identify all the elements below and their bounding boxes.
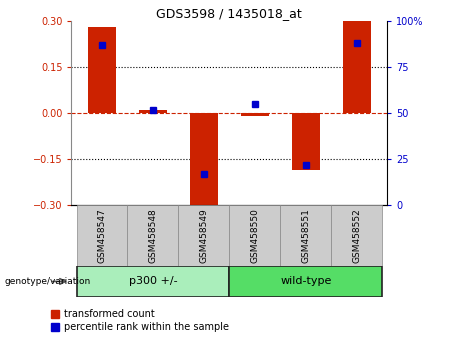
Bar	[331, 205, 382, 266]
Text: p300 +/-: p300 +/-	[129, 276, 177, 286]
Bar	[343, 21, 371, 113]
Bar	[128, 205, 178, 266]
Text: GSM458550: GSM458550	[250, 208, 260, 263]
Bar	[88, 27, 116, 113]
Title: GDS3598 / 1435018_at: GDS3598 / 1435018_at	[156, 7, 302, 20]
Text: GSM458548: GSM458548	[148, 208, 158, 263]
Bar	[241, 113, 269, 116]
Bar	[139, 110, 167, 113]
Text: GSM458551: GSM458551	[301, 208, 310, 263]
Bar	[77, 266, 229, 297]
Bar	[229, 266, 382, 297]
Text: GSM458549: GSM458549	[199, 208, 208, 263]
Bar	[190, 113, 218, 205]
Text: wild-type: wild-type	[280, 276, 331, 286]
Text: GSM458547: GSM458547	[98, 208, 106, 263]
Legend: transformed count, percentile rank within the sample: transformed count, percentile rank withi…	[51, 309, 229, 332]
Bar	[178, 205, 229, 266]
Bar	[229, 205, 280, 266]
Bar	[77, 205, 128, 266]
Text: GSM458552: GSM458552	[352, 208, 361, 263]
Text: genotype/variation: genotype/variation	[5, 277, 91, 286]
Bar	[280, 205, 331, 266]
Bar	[292, 113, 320, 170]
